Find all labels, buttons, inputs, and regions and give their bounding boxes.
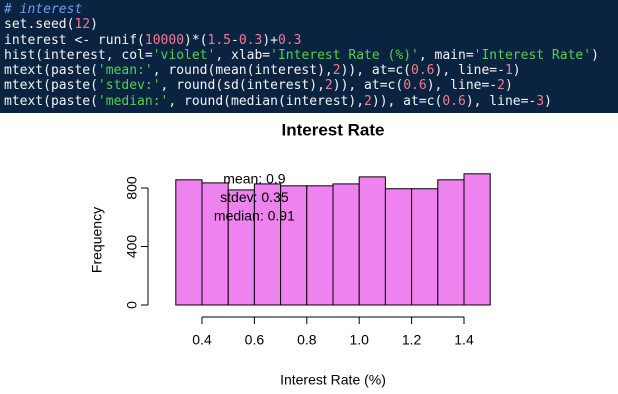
annotation: mean: 0.9 — [223, 171, 285, 187]
bar — [332, 183, 360, 306]
bar — [175, 179, 203, 306]
annotation: stdev: 0.35 — [220, 189, 289, 205]
bar — [201, 182, 229, 306]
x-tick-label: 0.6 — [245, 332, 265, 348]
code-line: interest <- runif(10000)*(1.5-0.3)+0.3 — [4, 32, 302, 48]
code-line: mtext(paste('median:', round(median(inte… — [4, 93, 552, 109]
bar — [306, 185, 334, 306]
code-panel: # interest set.seed(12) interest <- runif(… — [0, 0, 618, 113]
bar — [384, 188, 413, 306]
x-axis-label: Interest Rate (%) — [280, 372, 386, 388]
y-axis-label: Frequency — [89, 207, 105, 273]
x-tick-label: 0.4 — [192, 332, 212, 348]
bar — [253, 183, 282, 306]
code-line: set.seed(12) — [4, 17, 98, 33]
y-tick-label: 800 — [124, 176, 140, 200]
x-tick-label: 1.0 — [349, 332, 369, 348]
bar — [437, 179, 465, 306]
code-line: mtext(paste('mean:', round(mean(interest… — [4, 63, 521, 79]
bar — [411, 188, 439, 306]
code-line: hist(interest, col='violet', xlab='Inter… — [4, 47, 599, 63]
x-tick-label: 1.2 — [402, 332, 422, 348]
chart: Interest Rate Interest Rate (%) Frequenc… — [89, 120, 491, 388]
y-tick-label: 0 — [124, 301, 140, 309]
bar — [358, 176, 386, 306]
chart-title: Interest Rate — [282, 120, 385, 139]
bar — [463, 173, 491, 306]
annotation: median: 0.91 — [214, 208, 295, 224]
code-line: mtext(paste('stdev:', round(sd(interest)… — [4, 78, 513, 94]
y-tick-label: 400 — [124, 235, 140, 259]
x-tick-label: 1.4 — [454, 332, 474, 348]
bar — [227, 189, 255, 306]
code-line: # interest — [4, 2, 83, 17]
x-tick-label: 0.8 — [297, 332, 317, 348]
